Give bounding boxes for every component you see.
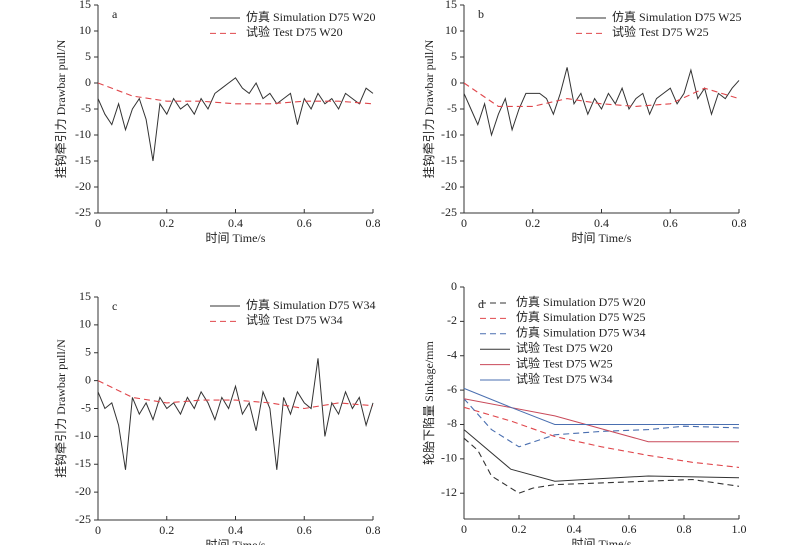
panel-label: a [112, 7, 118, 21]
y-tick-label: -25 [441, 205, 457, 219]
y-tick-label: -12 [441, 485, 457, 499]
legend-label: 试验 Test D75 W34 [516, 371, 613, 386]
legend-label: 试验 Test D75 W25 [612, 24, 709, 39]
y-tick-label: -25 [75, 205, 91, 219]
x-axis-label: 时间 Time/s [572, 537, 632, 545]
panel-label: d [478, 297, 484, 311]
y-tick-label: -8 [447, 416, 457, 430]
x-tick-label: 0 [95, 216, 101, 230]
x-tick-label: 0 [461, 216, 467, 230]
x-tick-label: 0.4 [228, 523, 243, 537]
legend-label: 仿真 Simulation D75 W25 [516, 310, 645, 324]
y-tick-label: 0 [451, 279, 457, 293]
y-tick-label: 10 [445, 23, 457, 37]
y-tick-label: 0 [451, 75, 457, 89]
series-line [463, 82, 740, 107]
y-tick-label: 10 [79, 23, 91, 37]
y-tick-label: -2 [447, 313, 457, 327]
series-line [463, 437, 740, 494]
x-tick-label: 1.0 [732, 522, 747, 536]
x-tick-label: 0.8 [677, 522, 692, 536]
y-tick-label: -20 [75, 484, 91, 498]
series-line [463, 67, 740, 137]
legend-label: 试验 Test D75 W20 [246, 24, 343, 39]
x-tick-label: 0.2 [159, 216, 174, 230]
x-tick-label: 0.6 [297, 523, 312, 537]
series-line [97, 358, 374, 470]
y-tick-label: -10 [441, 127, 457, 141]
series-line [97, 82, 374, 105]
legend-label: 仿真 Simulation D75 W20 [246, 10, 375, 24]
legend-label: 仿真 Simulation D75 W34 [516, 326, 645, 340]
series-line [463, 398, 739, 443]
y-tick-label: -5 [81, 101, 91, 115]
x-tick-label: 0.6 [663, 216, 678, 230]
x-tick-label: 0.4 [594, 216, 609, 230]
y-tick-label: -15 [75, 153, 91, 167]
x-tick-label: 0.8 [732, 216, 747, 230]
y-tick-label: 5 [451, 49, 457, 63]
y-axis-label: 挂钩牵引力 Drawbar pull/N [422, 39, 436, 178]
y-tick-label: -5 [447, 101, 457, 115]
series-line [463, 398, 740, 448]
y-tick-label: -15 [441, 153, 457, 167]
legend-label: 仿真 Simulation D75 W20 [516, 295, 645, 309]
series-line [463, 406, 740, 468]
y-tick-label: 5 [85, 345, 91, 359]
x-axis-label: 时间 Time/s [572, 231, 632, 245]
y-tick-label: -5 [81, 400, 91, 414]
x-tick-label: 0.2 [525, 216, 540, 230]
y-tick-label: 10 [79, 317, 91, 331]
y-tick-label: -6 [447, 382, 457, 396]
y-tick-label: 15 [445, 0, 457, 11]
series-line [463, 387, 739, 425]
x-tick-label: 0 [461, 522, 467, 536]
y-tick-label: -25 [75, 512, 91, 526]
legend-label: 试验 Test D75 W34 [246, 312, 343, 327]
series-line [97, 380, 374, 410]
y-tick-label: -10 [75, 428, 91, 442]
y-tick-label: -20 [441, 179, 457, 193]
x-axis-label: 时间 Time/s [206, 231, 266, 245]
x-tick-label: 0.4 [228, 216, 243, 230]
y-tick-label: 15 [79, 0, 91, 11]
y-tick-label: -20 [75, 179, 91, 193]
x-tick-label: 0.4 [567, 522, 582, 536]
y-tick-label: -15 [75, 456, 91, 470]
x-tick-label: 0.6 [297, 216, 312, 230]
x-tick-label: 0.6 [622, 522, 637, 536]
y-tick-label: 0 [85, 75, 91, 89]
series-line [463, 429, 740, 482]
y-axis-label: 轮胎下陷量 Sinkage/mm [421, 341, 436, 465]
x-tick-label: 0.8 [366, 523, 381, 537]
y-tick-label: 5 [85, 49, 91, 63]
y-axis-label: 挂钩牵引力 Drawbar pull/N [54, 39, 68, 178]
y-tick-label: -4 [447, 347, 457, 361]
series-line [97, 77, 374, 162]
x-tick-label: 0.8 [366, 216, 381, 230]
y-tick-label: 0 [85, 372, 91, 386]
x-tick-label: 0 [95, 523, 101, 537]
legend-label: 试验 Test D75 W20 [516, 340, 613, 355]
y-axis-label: 挂钩牵引力 Drawbar pull/N [54, 339, 68, 478]
x-tick-label: 0.2 [159, 523, 174, 537]
panel-label: b [478, 7, 484, 21]
panel-label: c [112, 299, 117, 313]
legend-label: 试验 Test D75 W25 [516, 355, 613, 370]
legend-label: 仿真 Simulation D75 W34 [246, 298, 375, 312]
y-tick-label: 15 [79, 289, 91, 303]
legend-label: 仿真 Simulation D75 W25 [612, 10, 741, 24]
x-axis-label: 时间 Time/s [206, 538, 266, 545]
x-tick-label: 0.2 [512, 522, 527, 536]
y-tick-label: -10 [441, 451, 457, 465]
y-tick-label: -10 [75, 127, 91, 141]
